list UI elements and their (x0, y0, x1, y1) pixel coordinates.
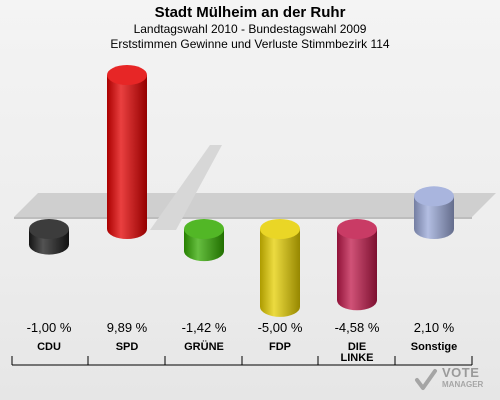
bar-top-die-linke (337, 219, 377, 239)
checkmark-icon (415, 369, 437, 390)
bar-body-spd (107, 75, 147, 230)
bar-bottom-sonstige (414, 219, 454, 239)
bar-cdu (29, 219, 69, 255)
bar-bottom-spd (107, 219, 147, 239)
watermark-title: VOTE (442, 365, 480, 380)
bar-top-gr-ne (184, 219, 224, 239)
chart-title: Stadt Mülheim an der Ruhr (154, 4, 346, 21)
category-label-sonstige: Sonstige (411, 341, 457, 353)
chart-header: Stadt Mülheim an der Ruhr Landtagswahl 2… (0, 4, 500, 52)
value-label-die-linke: -4,58 % (335, 320, 380, 335)
bar-fdp (260, 219, 300, 317)
zero-baseline-plane-edge (14, 217, 472, 219)
value-label-fdp: -5,00 % (258, 320, 303, 335)
bar-bottom-die-linke (337, 290, 377, 311)
value-label-spd: 9,89 % (107, 320, 148, 335)
category-label-spd: SPD (116, 341, 139, 353)
bar-top-fdp (260, 219, 300, 239)
bar-bottom-fdp (260, 296, 300, 317)
bar-top-spd (107, 65, 147, 86)
bar-bottom-cdu (29, 234, 69, 255)
bar-top-cdu (29, 219, 69, 239)
chart-subtitle-district: Erststimmen Gewinne und Verluste Stimmbe… (110, 37, 390, 51)
watermark-subtitle: MANAGER (442, 380, 484, 389)
value-label-sonstige: 2,10 % (414, 320, 455, 335)
value-label-gr-ne: -1,42 % (182, 320, 227, 335)
bars-layer (29, 65, 454, 317)
category-label-gr-ne: GRÜNE (184, 340, 224, 353)
value-label-cdu: -1,00 % (27, 320, 72, 335)
bar-top-sonstige (414, 186, 454, 207)
bar-sonstige (414, 186, 454, 239)
bar-bottom-gr-ne (184, 241, 224, 262)
vote-manager-watermark: VOTE MANAGER (414, 366, 494, 396)
bar-body-die-linke (337, 229, 377, 301)
labels-layer: -1,00 % CDU 9,89 % SPD -1,42 % GRÜNE -5,00 % FD… (27, 320, 458, 364)
bar-gr-ne (184, 219, 224, 262)
category-ticks (11, 356, 473, 365)
chart-subtitle-election: Landtagswahl 2010 - Bundestagswahl 2009 (133, 22, 367, 36)
bar-body-fdp (260, 229, 300, 307)
spd-shadow (150, 145, 222, 230)
bar-die-linke (337, 219, 377, 311)
category-label-cdu: CDU (37, 341, 61, 353)
category-label-die-linke: DIE LINKE (341, 341, 374, 364)
category-label-fdp: FDP (269, 341, 291, 353)
bar-spd (107, 65, 147, 239)
